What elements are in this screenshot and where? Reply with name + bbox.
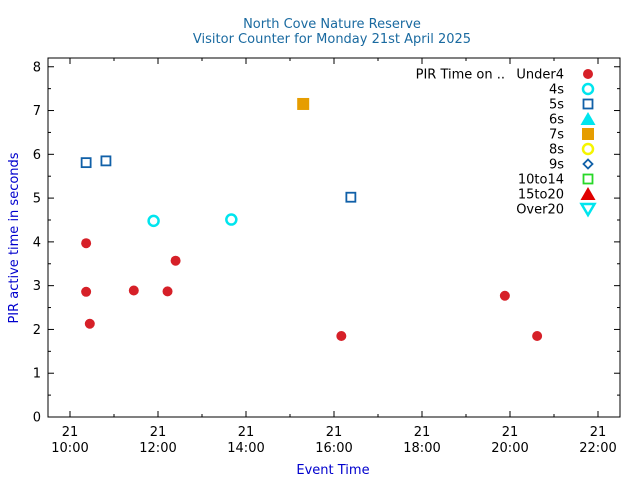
- x-tick-label-time: 16:00: [315, 441, 352, 456]
- y-tick-label: 4: [33, 235, 41, 250]
- data-point-under4: [128, 285, 139, 296]
- x-tick-label-time: 10:00: [51, 441, 88, 456]
- y-tick-label: 1: [33, 367, 41, 382]
- legend-marker-4s: [581, 82, 595, 96]
- y-axis: 0 1 2 3 4 5 6 7 8: [33, 60, 620, 426]
- x-tick-label-time: 20:00: [491, 441, 528, 456]
- data-point-4s: [147, 214, 160, 228]
- data-point-5s: [80, 157, 92, 169]
- legend-marker-7s: [582, 128, 594, 140]
- legend-marker-over20: [579, 202, 597, 218]
- data-point-under4: [81, 286, 92, 297]
- plot-frame: [47, 57, 621, 418]
- data-point-under4: [81, 238, 92, 249]
- data-point-under4: [499, 290, 510, 301]
- legend-marker-9s: [582, 158, 594, 170]
- x-axis-title: Event Time: [296, 463, 369, 478]
- legend-label: 6s: [549, 113, 564, 128]
- y-tick-label: 0: [33, 411, 41, 426]
- data-point-under4: [170, 255, 181, 266]
- chart-subtitle: Visitor Counter for Monday 21st April 20…: [193, 32, 471, 47]
- x-tick-label-day: 21: [502, 425, 519, 440]
- legend-label: 7s: [549, 128, 564, 143]
- x-axis: 2110:002112:002114:002116:002118:002120:…: [51, 58, 617, 456]
- x-tick-label-day: 21: [590, 425, 607, 440]
- y-axis-title: PIR active time in seconds: [7, 152, 22, 323]
- data-point-5s: [345, 191, 357, 203]
- y-tick-label: 8: [33, 60, 41, 75]
- data-point-under4: [532, 331, 543, 342]
- legend-marker-15to20: [580, 187, 596, 200]
- x-tick-label-day: 21: [150, 425, 167, 440]
- legend-marker-10to14: [582, 173, 594, 185]
- data-point-7s: [297, 97, 310, 110]
- legend-label: 4s: [549, 83, 564, 98]
- legend-label: 5s: [549, 98, 564, 113]
- data-points: [80, 97, 543, 342]
- data-point-under4: [162, 286, 173, 297]
- x-tick-label-day: 21: [326, 425, 343, 440]
- legend-marker-5s: [582, 98, 594, 110]
- x-tick-label-time: 12:00: [139, 441, 176, 456]
- legend-label: 15to20: [518, 188, 564, 203]
- legend-label: Over20: [516, 203, 564, 218]
- chart-title: North Cove Nature Reserve: [243, 17, 421, 32]
- legend-label: 9s: [549, 158, 564, 173]
- data-point-under4: [336, 331, 347, 342]
- y-tick-label: 3: [33, 279, 41, 294]
- y-tick-label: 6: [33, 148, 41, 163]
- y-tick-label: 7: [33, 104, 41, 119]
- x-tick-label-time: 22:00: [579, 441, 616, 456]
- x-tick-label-day: 21: [414, 425, 431, 440]
- data-point-under4: [84, 318, 95, 329]
- legend-label: Under4: [516, 68, 564, 83]
- data-point-5s: [100, 155, 112, 167]
- legend-label: 8s: [549, 143, 564, 158]
- data-point-4s: [225, 213, 238, 226]
- legend-marker-under4: [583, 69, 593, 79]
- x-tick-label-time: 18:00: [403, 441, 440, 456]
- x-tick-label-day: 21: [238, 425, 255, 440]
- x-tick-label-time: 14:00: [227, 441, 264, 456]
- y-tick-label: 2: [33, 323, 41, 338]
- y-tick-label: 5: [33, 192, 41, 207]
- legend-title: PIR Time on ..: [416, 68, 505, 83]
- legend-label: 10to14: [518, 173, 564, 188]
- legend-marker-6s: [580, 112, 596, 125]
- x-tick-label-day: 21: [62, 425, 79, 440]
- legend-marker-8s: [581, 142, 595, 156]
